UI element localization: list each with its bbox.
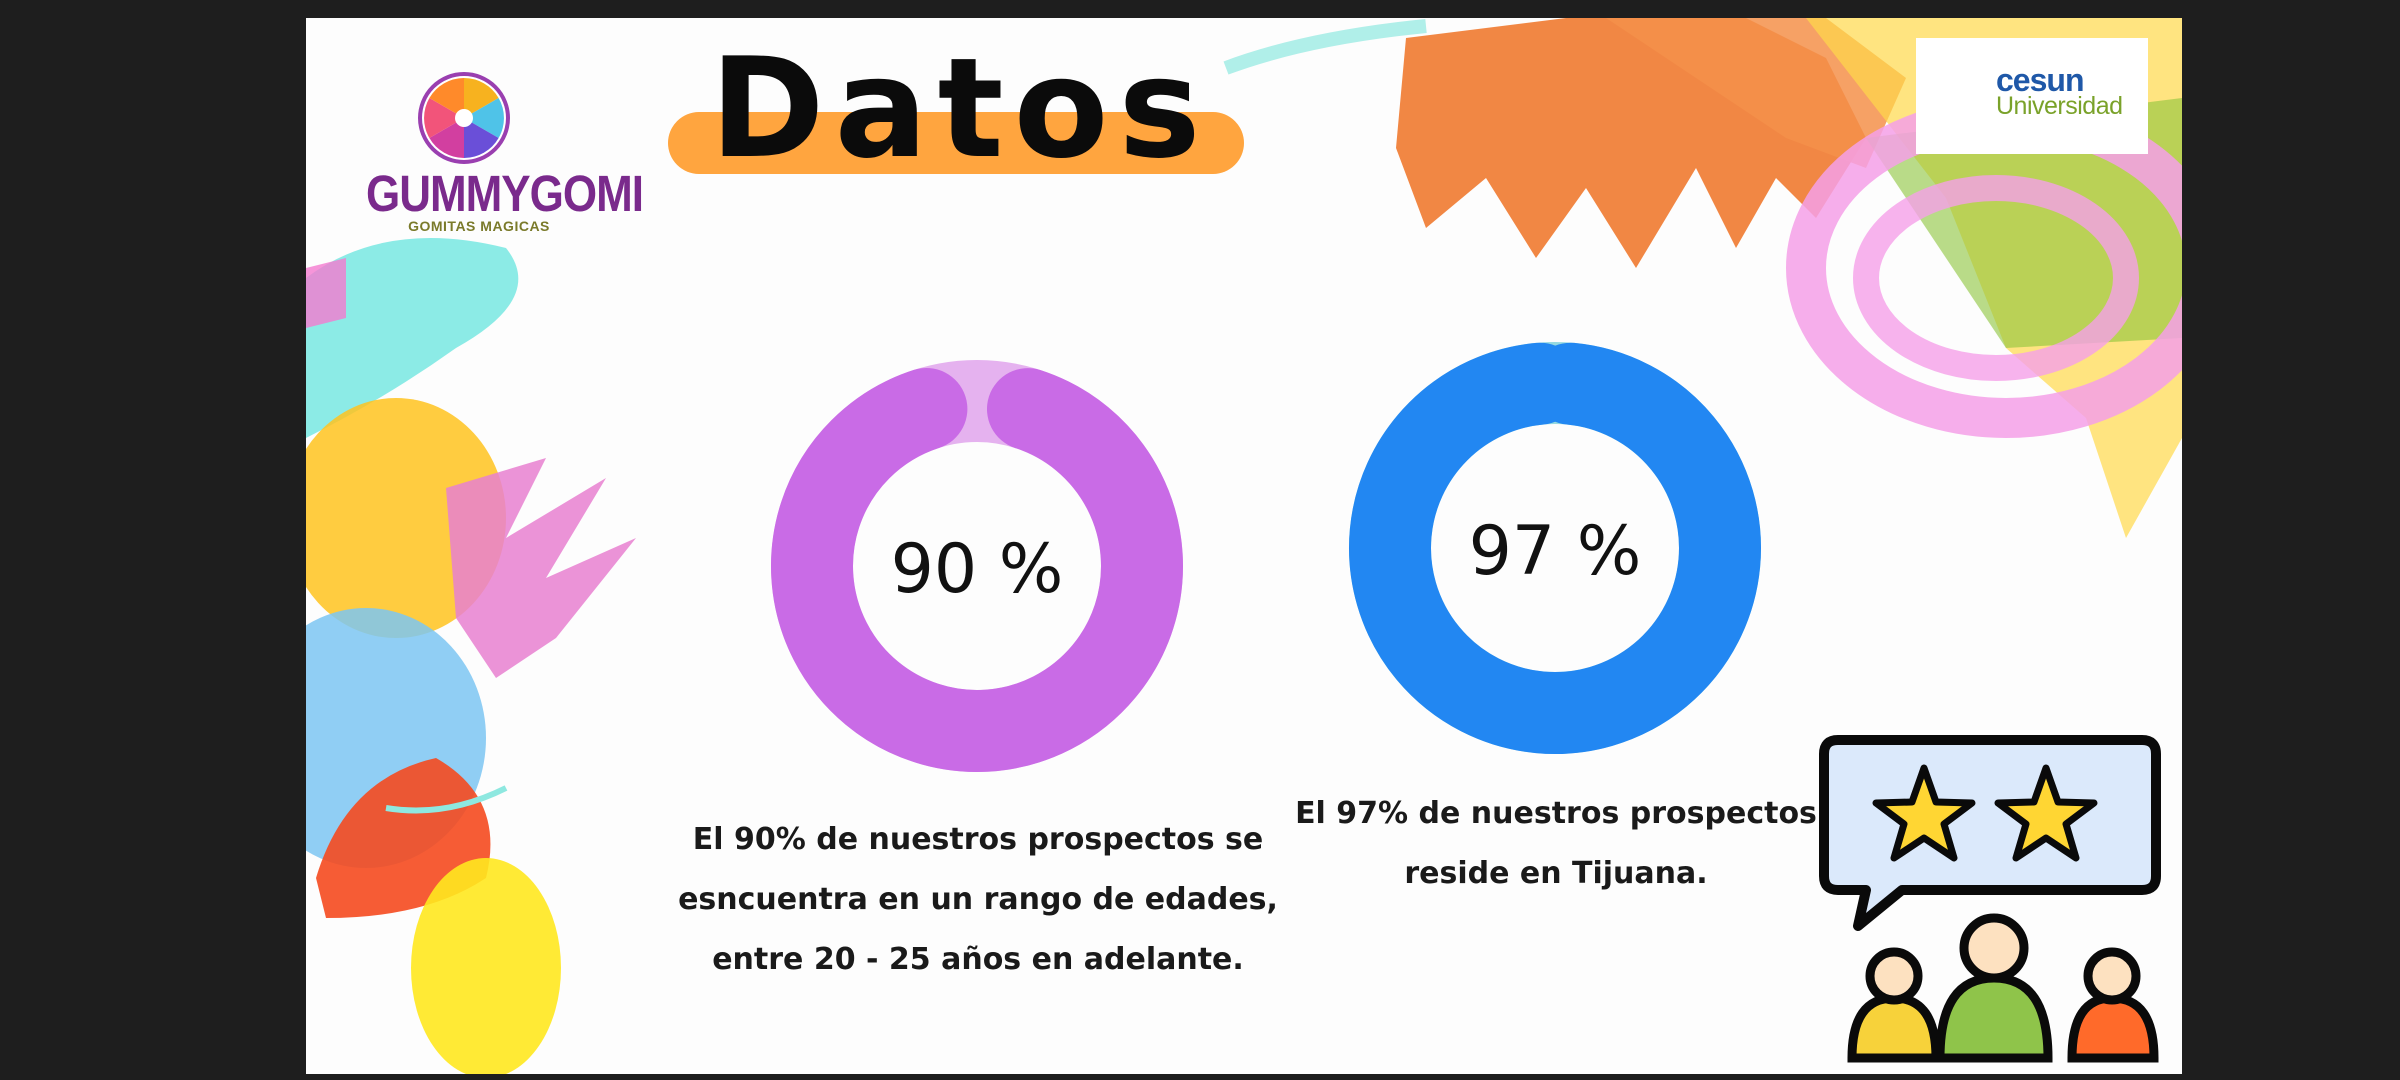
donut1-caption-line: esncuentra en un rango de edades,	[678, 882, 1278, 917]
donut1-caption-line: entre 20 - 25 años en adelante.	[712, 942, 1244, 977]
review-stars-icon	[1819, 735, 2161, 931]
donut2-caption-line: El 97% de nuestros prospectos	[1295, 796, 1817, 831]
donut2-caption-line: reside en Tijuana.	[1404, 856, 1708, 891]
donut1-caption-line: El 90% de nuestros prospectos se	[692, 822, 1264, 857]
donut2-center-label: 97 %	[1468, 512, 1642, 591]
donut2-value-arc	[1349, 342, 1761, 754]
gummygomi-wheel-logo	[418, 72, 510, 164]
donut2-caption: El 97% de nuestros prospectos reside en …	[1278, 784, 1834, 904]
brand-name: GUMMYGOMI	[366, 166, 644, 223]
donut1-caption: El 90% de nuestros prospectos se esncuen…	[662, 810, 1294, 990]
donut1-value-arc	[771, 360, 1183, 772]
decorative-paint-background	[306, 18, 2182, 1074]
partner-logo: cesun Universidad	[1916, 38, 2148, 154]
page-title: Datos	[710, 28, 1211, 189]
title-highlight	[668, 112, 1244, 174]
slide: Datos GUMMYGOMI GOMITAS MAGICAS cesun Un…	[306, 18, 2182, 1074]
donut1-center-label: 90 %	[890, 530, 1064, 609]
people-group-icon	[1847, 913, 2159, 1063]
brand-tagline: GOMITAS MAGICAS	[408, 218, 550, 234]
partner-name: cesun	[1996, 62, 2084, 98]
partner-subtitle: Universidad	[1996, 92, 2123, 120]
